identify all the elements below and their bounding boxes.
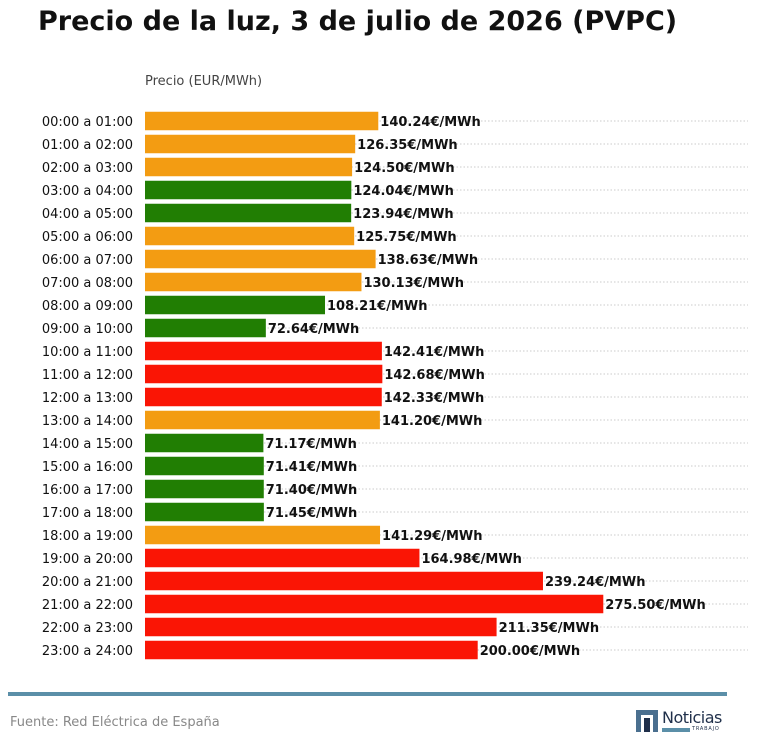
category-label: 04:00 a 05:00: [42, 207, 133, 222]
value-label: 200.00€/MWh: [480, 644, 581, 659]
value-label: 164.98€/MWh: [421, 552, 521, 567]
category-label: 02:00 a 03:00: [42, 161, 133, 176]
category-label: 13:00 a 14:00: [42, 414, 133, 429]
category-label: 20:00 a 21:00: [42, 575, 133, 590]
noticias-trabajo-logo: Noticias TRABAJO: [636, 708, 736, 738]
bar: [145, 410, 380, 430]
bar: [145, 226, 355, 246]
category-label: 15:00 a 16:00: [42, 460, 133, 475]
bar: [145, 249, 376, 269]
category-label: 21:00 a 22:00: [42, 598, 133, 613]
value-label: 71.17€/MWh: [265, 437, 356, 452]
bar: [145, 456, 264, 476]
category-label: 07:00 a 08:00: [42, 276, 133, 291]
bar: [145, 594, 604, 614]
bar: [145, 525, 381, 545]
value-label: 211.35€/MWh: [499, 621, 599, 636]
bar: [145, 134, 356, 154]
bar: [145, 341, 382, 361]
category-label: 11:00 a 12:00: [42, 368, 133, 383]
logo-subtext: TRABAJO: [662, 726, 728, 732]
category-label: 01:00 a 02:00: [42, 138, 133, 153]
bar: [145, 433, 264, 453]
bar: [145, 203, 352, 223]
bar: [145, 502, 264, 522]
value-label: 108.21€/MWh: [327, 299, 428, 314]
category-label: 05:00 a 06:00: [42, 230, 133, 245]
bar: [145, 111, 379, 131]
category-label: 14:00 a 15:00: [42, 437, 133, 452]
bar: [145, 640, 478, 660]
category-label: 10:00 a 11:00: [42, 345, 133, 360]
logo-text: Noticias: [662, 708, 722, 727]
value-label: 239.24€/MWh: [545, 575, 646, 590]
bar: [145, 364, 383, 384]
value-label: 141.20€/MWh: [382, 414, 483, 429]
category-label: 08:00 a 09:00: [42, 299, 133, 314]
bar: [145, 548, 420, 568]
value-label: 71.40€/MWh: [266, 483, 357, 498]
category-label: 00:00 a 01:00: [42, 115, 133, 130]
value-label: 124.04€/MWh: [353, 184, 454, 199]
value-label: 142.33€/MWh: [384, 391, 485, 406]
category-label: 18:00 a 19:00: [42, 529, 133, 544]
value-label: 126.35€/MWh: [357, 138, 458, 153]
category-label: 03:00 a 04:00: [42, 184, 133, 199]
value-label: 71.45€/MWh: [266, 506, 357, 521]
category-label: 09:00 a 10:00: [42, 322, 133, 337]
bar: [145, 318, 266, 338]
bar-chart: 00:00 a 01:00 140.24€/MWh 01:00 a 02:00 126…: [42, 111, 748, 660]
value-label: 72.64€/MWh: [268, 322, 359, 337]
bar: [145, 157, 353, 177]
category-label: 22:00 a 23:00: [42, 621, 133, 636]
value-label: 142.68€/MWh: [384, 368, 485, 383]
category-label: 06:00 a 07:00: [42, 253, 133, 268]
category-label: 16:00 a 17:00: [42, 483, 133, 498]
value-label: 138.63€/MWh: [378, 253, 479, 268]
value-label: 125.75€/MWh: [356, 230, 457, 245]
bar: [145, 272, 362, 292]
category-label: 17:00 a 18:00: [42, 506, 133, 521]
source-note: Fuente: Red Eléctrica de España: [10, 715, 220, 730]
bar: [145, 571, 543, 591]
value-label: 140.24€/MWh: [380, 115, 481, 130]
value-label: 124.50€/MWh: [354, 161, 455, 176]
bar: [145, 617, 497, 637]
bar: [145, 387, 382, 407]
footer-divider: [8, 692, 727, 696]
value-label: 123.94€/MWh: [353, 207, 454, 222]
category-label: 19:00 a 20:00: [42, 552, 133, 567]
value-label: 142.41€/MWh: [384, 345, 485, 360]
category-label: 23:00 a 24:00: [42, 644, 133, 659]
value-label: 275.50€/MWh: [605, 598, 706, 613]
logo-mark-icon: [636, 710, 658, 732]
x-axis-label: Precio (EUR/MWh): [145, 74, 263, 89]
bar: [145, 180, 352, 200]
value-label: 71.41€/MWh: [266, 460, 357, 475]
bar: [145, 295, 326, 315]
bar: [145, 479, 264, 499]
value-label: 141.29€/MWh: [382, 529, 483, 544]
value-label: 130.13€/MWh: [363, 276, 464, 291]
chart-title: Precio de la luz, 3 de julio de 2026 (PV…: [38, 6, 678, 37]
category-label: 12:00 a 13:00: [42, 391, 133, 406]
